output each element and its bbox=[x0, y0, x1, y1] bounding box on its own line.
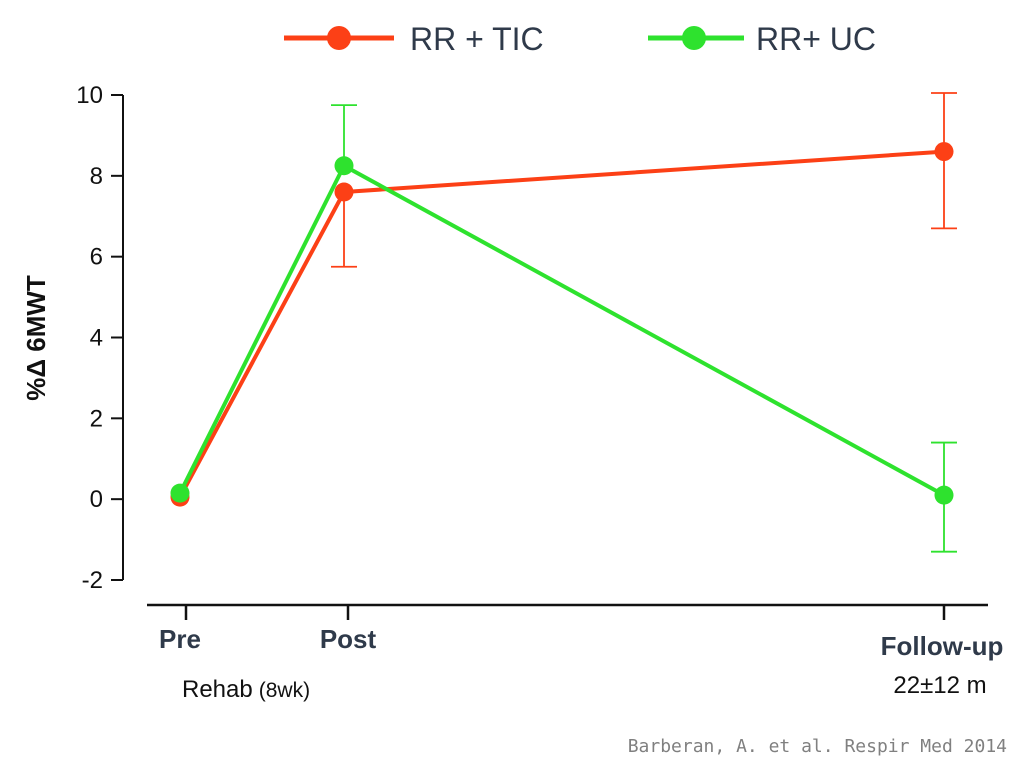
x-sublabel-rehab: Rehab (8wk) bbox=[182, 676, 310, 703]
y-tick-label: 0 bbox=[90, 486, 103, 513]
data-point-rr-tic bbox=[934, 142, 954, 162]
source-citation: Barberan, A. et al. Respir Med 2014 bbox=[628, 736, 1007, 757]
plot-area bbox=[170, 92, 957, 553]
data-point-rr-uc bbox=[334, 156, 354, 176]
y-tick-label: -2 bbox=[82, 567, 103, 594]
series-line-rr-uc bbox=[178, 162, 945, 497]
y-tick-label: 2 bbox=[90, 405, 103, 432]
legend-label-rr-tic: RR + TIC bbox=[410, 21, 544, 57]
y-tick-label: 4 bbox=[90, 325, 103, 352]
rehab-duration-label: (8wk) bbox=[259, 679, 310, 702]
y-axis: 10 8 6 4 2 0 -2 bbox=[76, 82, 124, 594]
legend-label-rr-uc: RR+ UC bbox=[756, 21, 876, 57]
series-line-rr-tic bbox=[178, 149, 945, 499]
x-tick-label-follow-up: Follow-up bbox=[881, 631, 1004, 661]
x-ticks bbox=[184, 605, 946, 620]
data-point-rr-uc bbox=[934, 485, 954, 505]
data-point-rr-tic bbox=[334, 182, 354, 202]
y-tick-label: 10 bbox=[76, 82, 103, 109]
y-axis-label: %Δ 6MWT bbox=[21, 275, 51, 401]
y-tick-label: 8 bbox=[90, 163, 103, 190]
rehab-label: Rehab bbox=[182, 676, 253, 703]
data-point-rr-uc bbox=[170, 483, 190, 503]
x-tick-label-pre: Pre bbox=[159, 624, 201, 654]
y-tick-label: 6 bbox=[90, 244, 103, 271]
x-sublabel-followup-duration: 22±12 m bbox=[893, 672, 986, 699]
x-axis bbox=[147, 603, 988, 620]
legend: RR + TIC RR+ UC bbox=[284, 21, 876, 57]
x-tick-label-post: Post bbox=[320, 624, 377, 654]
y-ticks: 10 8 6 4 2 0 -2 bbox=[76, 82, 123, 594]
legend-marker-rr-uc bbox=[682, 26, 706, 50]
legend-marker-rr-tic bbox=[327, 26, 351, 50]
